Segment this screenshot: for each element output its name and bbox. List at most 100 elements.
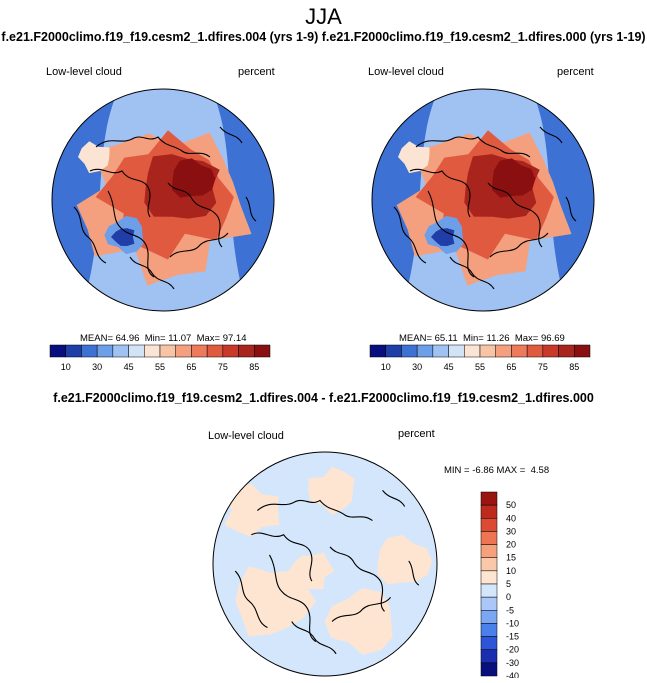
panel3-field-patch-3 — [308, 466, 355, 516]
season-title: JJA — [305, 4, 342, 29]
panel3-colorbar-tick--10: -10 — [506, 618, 519, 628]
panel1-coastline-2 — [107, 190, 155, 278]
panel3-stats: MIN = -6.86 MAX = 4.58 — [444, 465, 550, 476]
panel1-colorbar-bin-1 — [65, 344, 82, 358]
panel2-colorbar-bin-0 — [369, 344, 386, 358]
panel3-colorbar-bin-0 — [480, 491, 498, 506]
panel2-map-border — [371, 88, 595, 312]
panel3-coastline-0 — [257, 499, 373, 522]
panel1-colorbar-bin-3 — [96, 344, 114, 358]
panel3-colorbar-tick-15: 15 — [506, 553, 516, 563]
panel2-colorbar-tick-65: 65 — [506, 362, 516, 372]
panel3-colorbar-bin-12 — [480, 649, 498, 664]
panel2-variable-label: Low-level cloud — [368, 66, 444, 78]
panel2-colorbar-bin-1 — [385, 344, 402, 358]
panel1-field-max — [171, 158, 216, 198]
panel3-field-patch-2 — [224, 483, 280, 537]
panel1-colorbar-bin-12 — [238, 344, 255, 358]
panel2-colorbar-bin-3 — [416, 344, 434, 358]
panel2-colorbar-bin-2 — [401, 344, 418, 358]
panel2-colorbar-bin-11 — [542, 344, 559, 358]
panel1-max-value: 97.14 — [222, 333, 247, 344]
panel1-colorbar-bin-5 — [128, 344, 145, 358]
panel1-stats: MEAN= 64.96 Min= 11.07 Max= 97.14 — [80, 333, 247, 344]
panel1-colorbar-bin-0 — [49, 344, 66, 358]
panel3-units-label: percent — [398, 428, 435, 440]
panel2-colorbar-bin-6 — [464, 344, 481, 358]
panel3-colorbar-tick--5: -5 — [506, 605, 514, 615]
panel2-colorbar-tick-85: 85 — [569, 362, 579, 372]
panel1-colorbar-bin-8 — [175, 344, 192, 358]
panel2-min-value: 11.26 — [486, 333, 510, 344]
panel3-coastline-4 — [234, 570, 268, 629]
panel2-coastline-6 — [449, 256, 495, 290]
panel1-mean-value: 64.96 — [115, 333, 140, 344]
panel1-colorbar-tick-45: 45 — [124, 362, 134, 372]
runs-title: f.e21.F2000climo.f19_f19.cesm2_1.dfires.… — [1, 30, 646, 44]
panel1-colorbar-tick-55: 55 — [155, 362, 165, 372]
panel1-coastline-0 — [95, 136, 211, 158]
panel2-colorbar-bin-8 — [495, 344, 512, 358]
panel3-coastlines — [234, 490, 420, 655]
panel3-map-border — [212, 451, 438, 677]
panel2-field — [372, 89, 594, 311]
panel3-field-patch-1 — [324, 588, 393, 655]
panel1-colorbar: 1030455565758595 — [49, 344, 271, 372]
panel1-coastlines — [73, 126, 257, 290]
panel1-units-label: percent — [238, 66, 275, 78]
panel3-variable-label: Low-level cloud — [208, 430, 284, 442]
panel1-colorbar-bin-13 — [254, 344, 271, 358]
difference-title: f.e21.F2000climo.f19_f19.cesm2_1.dfires.… — [53, 391, 594, 405]
panel3-field — [213, 452, 437, 676]
panel1-colorbar-bin-2 — [81, 344, 98, 358]
panel1-polar-map — [51, 88, 275, 312]
panel2-colorbar-tick-75: 75 — [538, 362, 548, 372]
panel1-coastline-5 — [169, 232, 229, 258]
panel3-coastline-7 — [382, 490, 406, 507]
panel2-colorbar-bin-4 — [432, 344, 449, 358]
panel1-variable-label: Low-level cloud — [46, 66, 122, 78]
panel3-colorbar-bin-6 — [480, 570, 498, 585]
panel1-colorbar-tick-30: 30 — [92, 362, 102, 372]
panel2-coastline-8 — [565, 196, 577, 222]
panel2-coastline-0 — [415, 136, 531, 158]
panel3-colorbar-bin-13 — [480, 662, 498, 677]
panel3-colorbar-tick--40: -40 — [506, 671, 519, 678]
panel1-map-border — [51, 88, 275, 312]
panel2-field-pale-patch — [398, 141, 430, 174]
panel1-coastline-8 — [245, 196, 257, 222]
panel2-colorbar-bin-9 — [511, 344, 528, 358]
panel1-field-pale-patch — [78, 141, 110, 174]
panel3-field-patch-4 — [377, 535, 433, 585]
panel1-coastline-6 — [129, 256, 175, 290]
panel3-colorbar-bin-7 — [480, 583, 498, 598]
panel3-colorbar-tick-30: 30 — [506, 526, 516, 536]
panel1-colorbar-bin-10 — [206, 344, 224, 358]
panel3-field-patch-5 — [288, 552, 335, 590]
panel3-colorbar-tick--30: -30 — [506, 658, 519, 668]
panel1-coastline-3 — [167, 182, 223, 248]
panel1-colorbar-bin-4 — [112, 344, 129, 358]
panel2-coastline-4 — [393, 206, 427, 264]
panel3-colorbar-bin-8 — [480, 596, 498, 611]
panel3-max-value: 4.58 — [530, 465, 550, 476]
panel2-colorbar-tick-55: 55 — [475, 362, 485, 372]
panel2-max-value: 96.69 — [541, 333, 565, 344]
panel3-colorbar-bin-4 — [480, 544, 498, 558]
panel2-stats: MEAN= 65.11 Min= 11.26 Max= 96.69 — [399, 333, 565, 344]
panel3-min-value: -6.86 — [472, 465, 494, 476]
panel3-coastline-6 — [291, 621, 337, 655]
panel1-colorbar-tick-65: 65 — [186, 362, 196, 372]
panel3-colorbar-bin-2 — [480, 518, 498, 532]
panel2-coastline-1 — [409, 168, 471, 218]
panel2-colorbar-tick-45: 45 — [444, 362, 454, 372]
panel2-units-label: percent — [557, 66, 594, 78]
panel3-colorbar-tick--15: -15 — [506, 632, 519, 642]
panel1-min-value: 11.07 — [168, 333, 192, 344]
panel3-colorbar-tick-10: 10 — [506, 566, 516, 576]
panel2-coastline-7 — [539, 126, 563, 144]
panel2-field-max — [491, 158, 536, 198]
panel2-colorbar: 1030455565758595 — [369, 344, 591, 372]
panel2-coastline-5 — [489, 232, 549, 258]
panel1-colorbar-bin-11 — [222, 344, 239, 358]
